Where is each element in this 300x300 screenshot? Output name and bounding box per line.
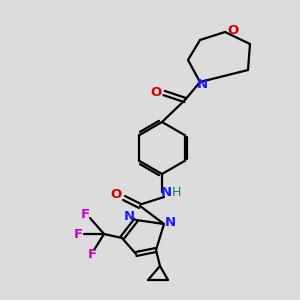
Text: F: F bbox=[80, 208, 90, 221]
Text: N: N bbox=[160, 187, 172, 200]
Text: H: H bbox=[171, 187, 181, 200]
Text: N: N bbox=[196, 79, 208, 92]
Text: O: O bbox=[227, 23, 239, 37]
Text: O: O bbox=[150, 85, 162, 98]
Text: N: N bbox=[123, 209, 135, 223]
Text: F: F bbox=[87, 248, 97, 262]
Text: O: O bbox=[110, 188, 122, 202]
Text: F: F bbox=[74, 227, 82, 241]
Text: N: N bbox=[164, 215, 175, 229]
